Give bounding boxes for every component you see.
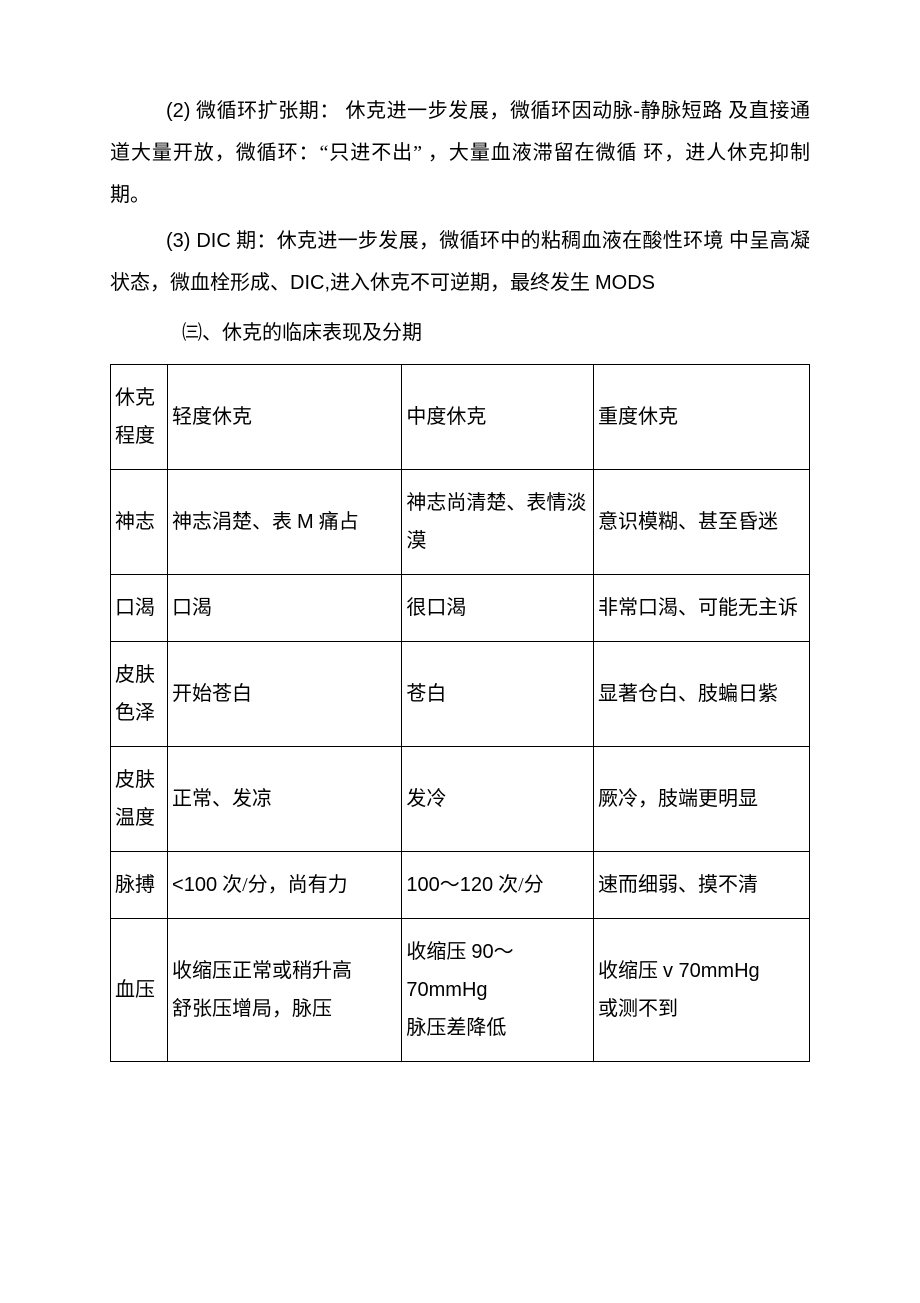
cell-label: 皮肤色泽 <box>111 642 168 747</box>
cell: 正常、发凉 <box>168 747 402 852</box>
cell: 100〜120 次/分 <box>402 852 594 919</box>
paragraph-2-text: 微循环扩张期： 休克进一步发展，微循环因动脉-静脉短路 及直接通道大量开放，微循… <box>110 100 810 206</box>
table-row: 血压 收缩压正常或稍升高 舒张压增局，脉压 收缩压 90〜70mmHg 脉压差降… <box>111 919 810 1062</box>
cell-label: 脉搏 <box>111 852 168 919</box>
cell-label: 皮肤温度 <box>111 747 168 852</box>
cell-header-mild: 轻度休克 <box>168 365 402 470</box>
cell: 苍白 <box>402 642 594 747</box>
cell-label: 血压 <box>111 919 168 1062</box>
paragraph-3-mods: MODS <box>595 272 655 294</box>
cell-label: 口渴 <box>111 575 168 642</box>
table-row: 神志 神志涓楚、表 M 痛占 神志尚清楚、表情淡漠 意识模糊、甚至昏迷 <box>111 470 810 575</box>
paragraph-3-mid2: 进入休克不可逆期，最终发生 <box>330 272 595 294</box>
cell: 口渴 <box>168 575 402 642</box>
cell: 神志涓楚、表 M 痛占 <box>168 470 402 575</box>
paragraph-3-dic: DIC, <box>290 272 330 294</box>
cell: 开始苍白 <box>168 642 402 747</box>
shock-stages-table: 休克程度 轻度休克 中度休克 重度休克 神志 神志涓楚、表 M 痛占 神志尚清楚… <box>110 364 810 1062</box>
cell: 非常口渴、可能无主诉 <box>593 575 809 642</box>
cell: 收缩压 90〜70mmHg 脉压差降低 <box>402 919 594 1062</box>
cell: 速而细弱、摸不清 <box>593 852 809 919</box>
table-row: 脉搏 <100 次/分，尚有力 100〜120 次/分 速而细弱、摸不清 <box>111 852 810 919</box>
section-heading: ㈢、休克的临床表现及分期 <box>110 312 810 354</box>
cell-label: 神志 <box>111 470 168 575</box>
paragraph-3-prefix: (3) DIC <box>166 230 231 252</box>
cell-header-degree: 休克程度 <box>111 365 168 470</box>
cell-header-moderate: 中度休克 <box>402 365 594 470</box>
paragraph-2-prefix: (2) <box>166 100 190 122</box>
cell: 厥冷，肢端更明显 <box>593 747 809 852</box>
cell: 收缩压正常或稍升高 舒张压增局，脉压 <box>168 919 402 1062</box>
cell-header-severe: 重度休克 <box>593 365 809 470</box>
paragraph-3: (3) DIC 期：休克进一步发展，微循环中的粘稠血液在酸性环境 中呈高凝状态，… <box>110 220 810 304</box>
cell: 很口渴 <box>402 575 594 642</box>
cell: 收缩压 v 70mmHg或测不到 <box>593 919 809 1062</box>
paragraph-2: (2) 微循环扩张期： 休克进一步发展，微循环因动脉-静脉短路 及直接通道大量开… <box>110 90 810 216</box>
cell: <100 次/分，尚有力 <box>168 852 402 919</box>
cell: 显著仓白、肢蝙日紫 <box>593 642 809 747</box>
cell: 意识模糊、甚至昏迷 <box>593 470 809 575</box>
table-row: 皮肤色泽 开始苍白 苍白 显著仓白、肢蝙日紫 <box>111 642 810 747</box>
cell: 神志尚清楚、表情淡漠 <box>402 470 594 575</box>
table-row: 口渴 口渴 很口渴 非常口渴、可能无主诉 <box>111 575 810 642</box>
table-row: 休克程度 轻度休克 中度休克 重度休克 <box>111 365 810 470</box>
table-row: 皮肤温度 正常、发凉 发冷 厥冷，肢端更明显 <box>111 747 810 852</box>
cell: 发冷 <box>402 747 594 852</box>
